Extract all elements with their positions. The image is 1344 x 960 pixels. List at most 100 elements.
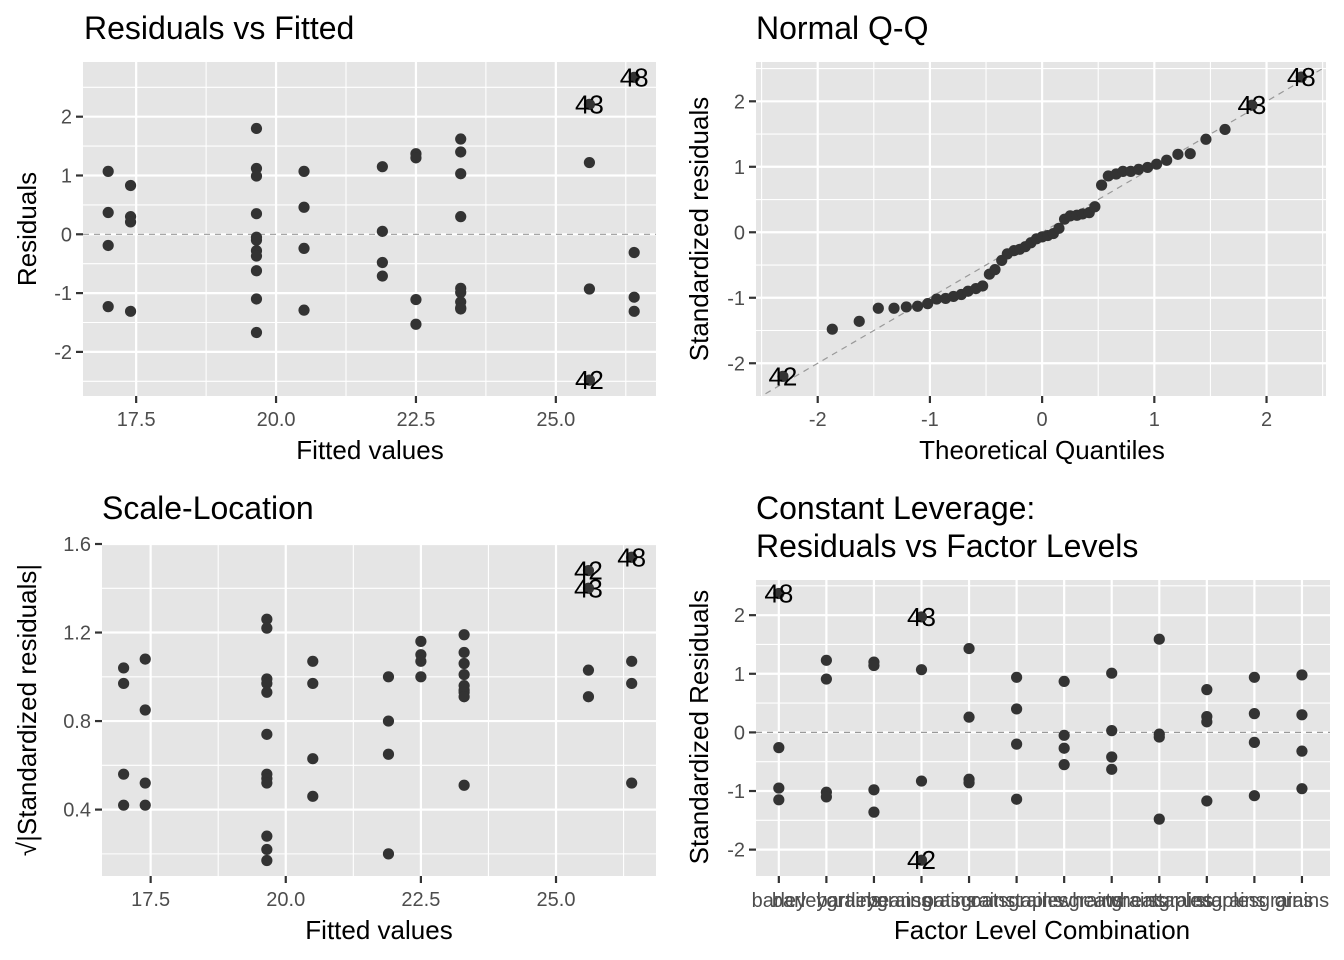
data-point xyxy=(415,671,427,683)
data-point xyxy=(307,655,319,667)
data-point xyxy=(382,848,395,860)
scale-location-plot: Scale-Location Fitted values √|Standardi… xyxy=(12,490,656,945)
data-point xyxy=(1106,725,1118,737)
data-point xyxy=(139,704,151,716)
data-point xyxy=(250,250,263,262)
data-point xyxy=(250,208,263,220)
y-tick-label: -2 xyxy=(727,840,745,862)
plot-area xyxy=(756,62,1326,396)
y-axis-title: Standardized residuals xyxy=(684,97,714,362)
x-tick-label: staplesgrains xyxy=(1148,890,1266,912)
y-tick-label: 0 xyxy=(734,222,745,244)
data-point xyxy=(118,768,130,780)
data-point xyxy=(382,715,395,727)
data-point xyxy=(915,611,928,623)
y-tick-label: 1 xyxy=(734,664,745,686)
data-point xyxy=(626,777,638,789)
x-tick-label: wheatgrains xyxy=(1057,890,1166,912)
data-point xyxy=(1153,813,1165,825)
data-point xyxy=(250,326,263,339)
data-point xyxy=(458,668,470,681)
data-point xyxy=(376,161,388,173)
data-point xyxy=(1117,165,1129,177)
y-tick-label: 1 xyxy=(61,165,72,187)
data-point xyxy=(773,782,785,794)
data-point xyxy=(1011,671,1023,683)
data-point xyxy=(1106,763,1118,775)
data-point xyxy=(124,305,137,317)
x-tick-label: bartleygrains xyxy=(817,890,932,912)
x-tick-label: beansgrains xyxy=(867,890,976,912)
data-point xyxy=(628,71,640,83)
x-axis-title: Fitted values xyxy=(305,915,452,945)
y-tick-label: 2 xyxy=(734,605,745,627)
data-point xyxy=(1296,669,1308,681)
data-point xyxy=(1296,783,1308,795)
data-point xyxy=(626,677,638,690)
data-point xyxy=(915,854,928,866)
data-point xyxy=(1153,731,1165,743)
data-point xyxy=(382,748,395,760)
x-axis-title: Theoretical Quantiles xyxy=(919,435,1165,465)
point-label: 48 xyxy=(764,578,793,608)
y-tick-label: 0 xyxy=(61,224,72,246)
data-point xyxy=(307,753,319,765)
x-tick-label: 20.0 xyxy=(257,409,296,431)
y-tick-label: -1 xyxy=(727,288,745,310)
data-point xyxy=(261,728,273,740)
plot-title-line-1: Constant Leverage: xyxy=(756,490,1035,526)
y-tick-label: 1 xyxy=(734,157,745,179)
data-point xyxy=(888,302,900,314)
data-point xyxy=(826,323,838,335)
data-point xyxy=(963,711,975,723)
data-point xyxy=(1011,738,1023,750)
data-point xyxy=(124,179,137,192)
plot-area xyxy=(102,542,656,876)
data-point xyxy=(868,806,880,818)
x-tick-label: staplesgrains xyxy=(1005,890,1123,912)
data-point xyxy=(102,239,114,252)
data-point xyxy=(868,784,880,796)
data-point xyxy=(583,156,596,169)
data-point xyxy=(626,551,638,563)
data-point xyxy=(139,653,151,665)
y-tick-label: 2 xyxy=(734,91,745,113)
x-tick-label: grains xyxy=(1275,890,1329,912)
data-point xyxy=(261,677,273,690)
data-point xyxy=(853,315,865,327)
data-point xyxy=(628,305,640,317)
data-point xyxy=(1089,201,1101,213)
point-label: 48 xyxy=(1287,62,1316,92)
y-tick-label: -1 xyxy=(54,283,72,305)
y-tick-label: 0.4 xyxy=(63,800,91,822)
y-axis-title: Standardized Residuals xyxy=(684,590,714,865)
data-point xyxy=(1058,759,1070,771)
y-tick-label: 0.8 xyxy=(63,711,91,733)
data-point xyxy=(773,794,785,806)
data-point xyxy=(1058,729,1070,741)
data-point xyxy=(977,280,989,292)
point-label: 42 xyxy=(907,845,936,875)
data-point xyxy=(1201,684,1213,696)
panel-background xyxy=(102,544,656,876)
x-tick-label: barleygrains xyxy=(772,890,881,912)
data-point xyxy=(261,843,273,856)
y-tick-label: 2 xyxy=(61,107,72,129)
data-point xyxy=(773,587,785,600)
y-axis-title: √|Standardized residuals| xyxy=(12,564,42,856)
data-point xyxy=(1201,716,1213,728)
data-point xyxy=(1161,154,1173,166)
data-point xyxy=(261,777,273,789)
data-point xyxy=(382,671,395,683)
data-point xyxy=(1011,703,1023,715)
data-point xyxy=(415,635,427,647)
data-point xyxy=(261,854,273,867)
point-label: 43 xyxy=(907,602,936,632)
data-point xyxy=(1058,742,1070,754)
data-point xyxy=(900,301,912,313)
data-point xyxy=(1106,667,1118,679)
data-point xyxy=(582,664,595,676)
data-point xyxy=(1296,709,1308,721)
data-point xyxy=(1133,163,1145,176)
